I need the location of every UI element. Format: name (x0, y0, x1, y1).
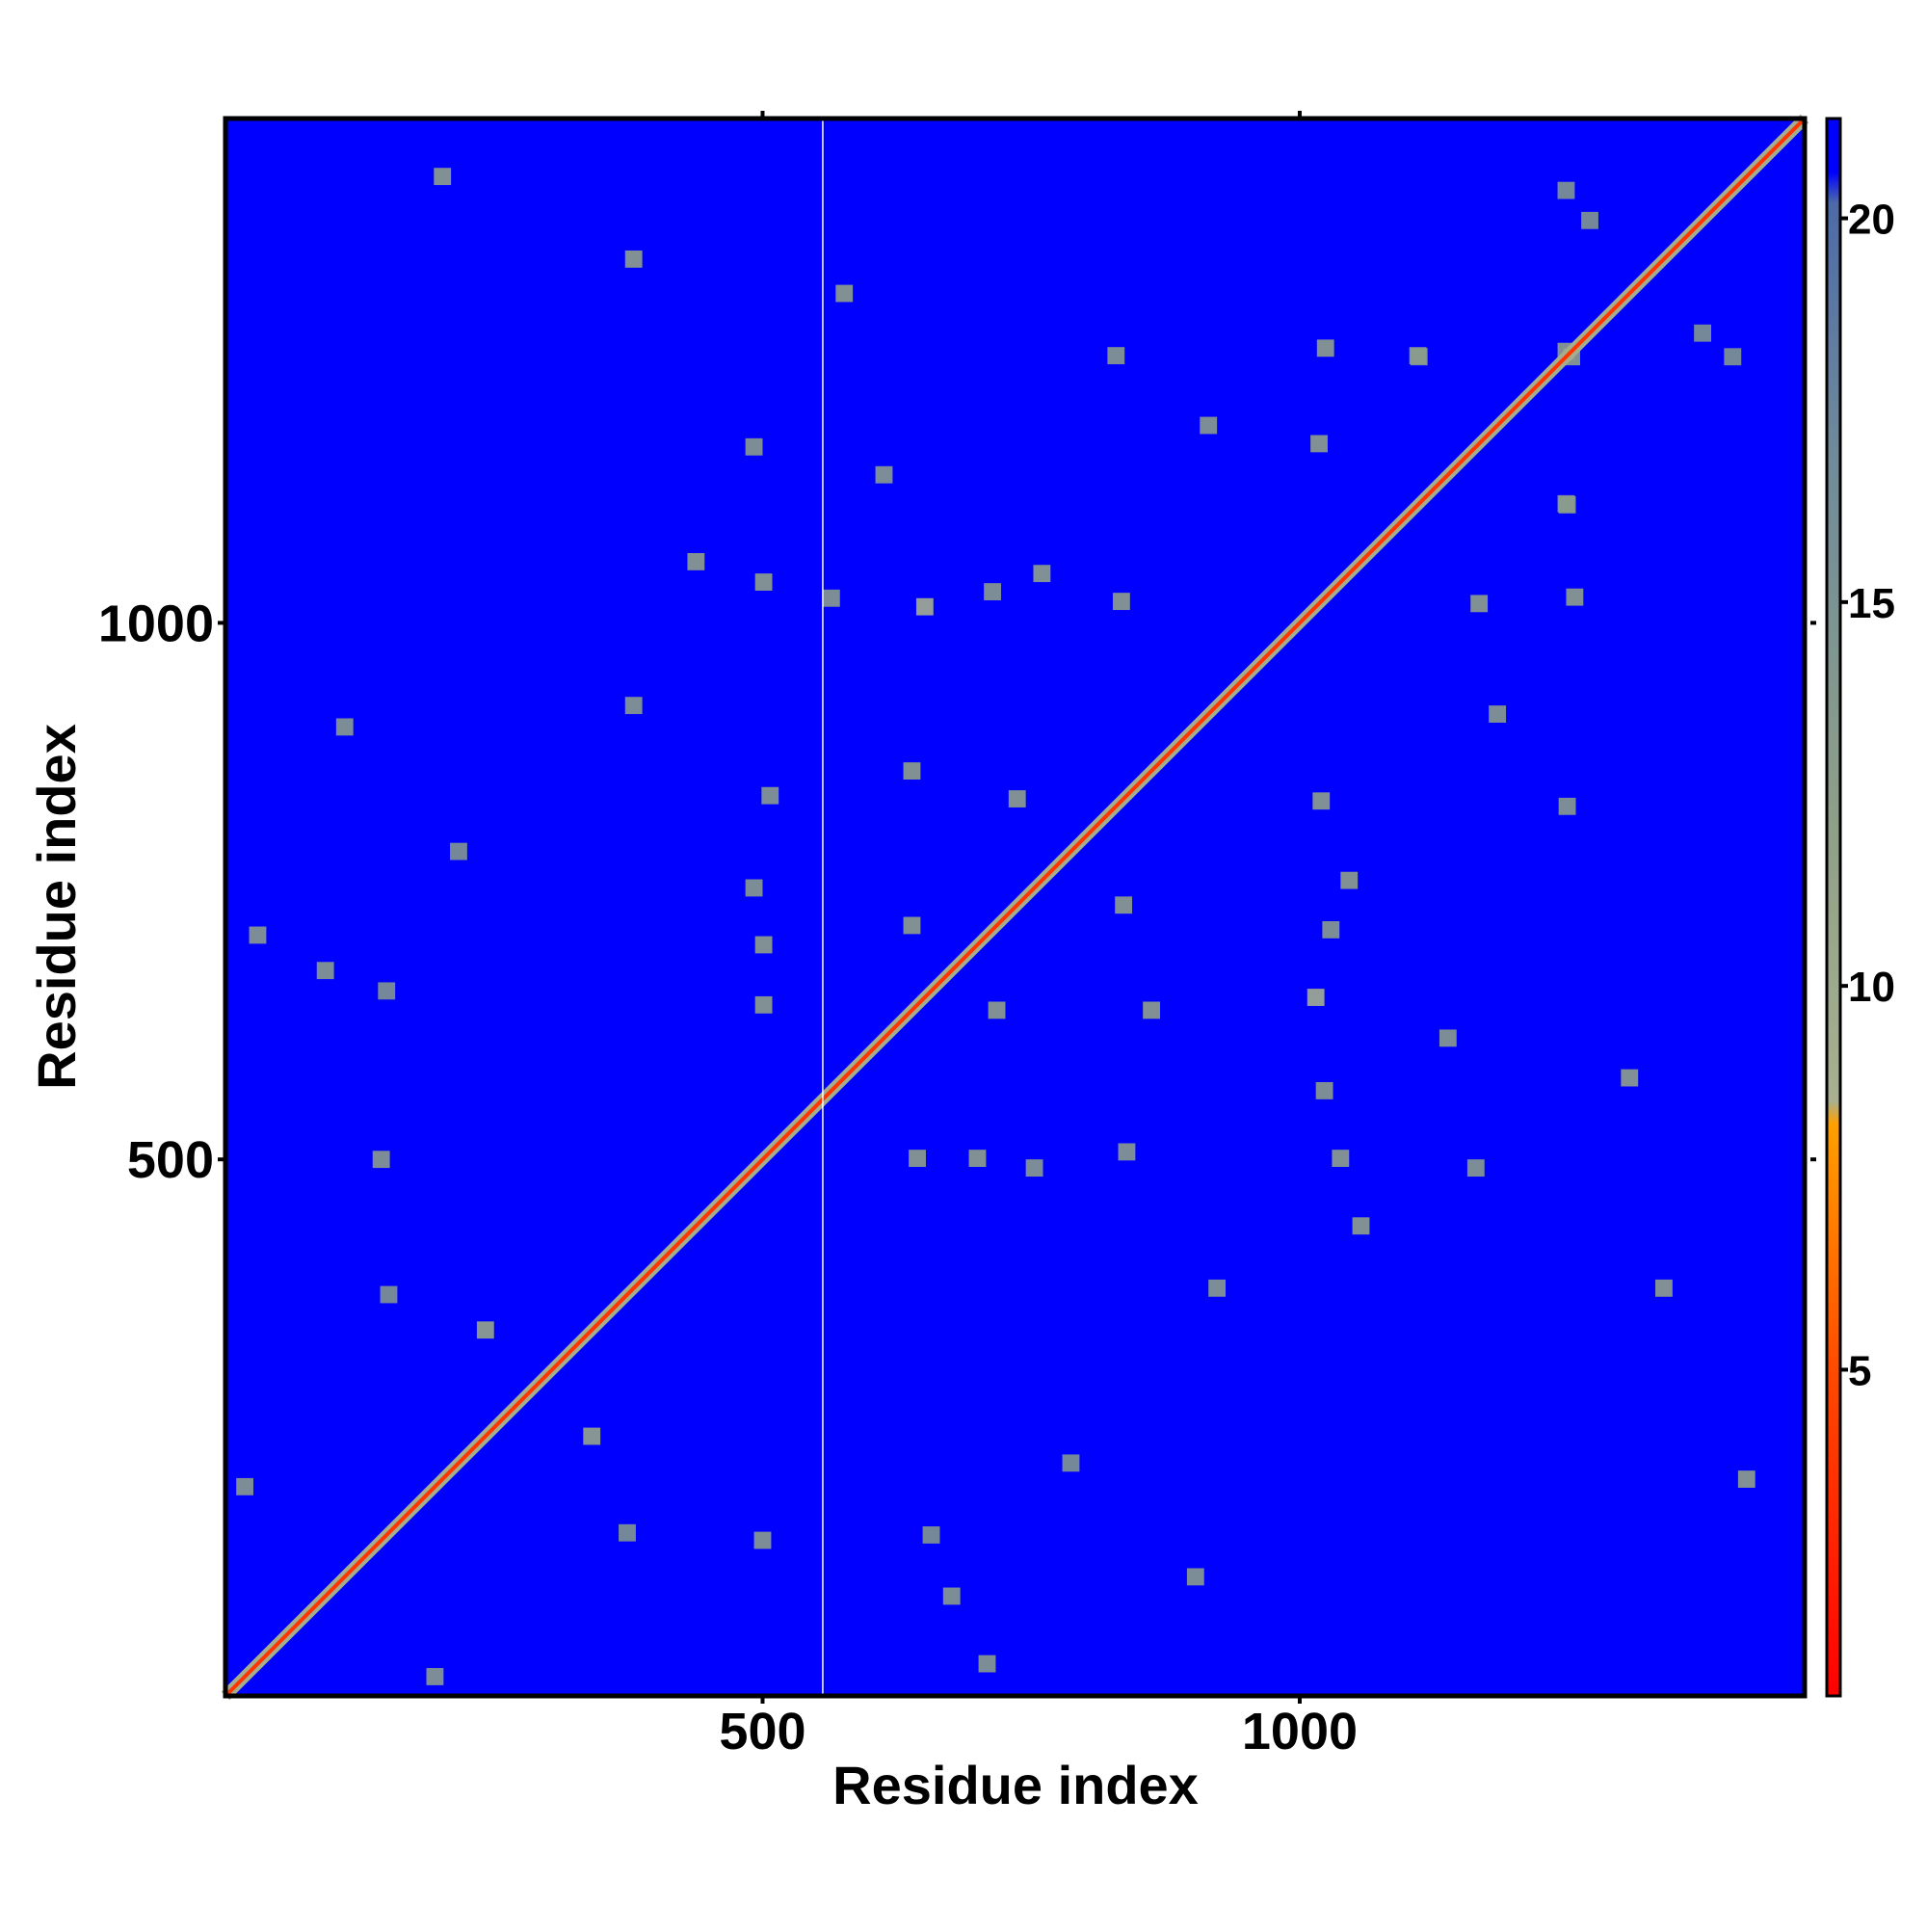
contact-cell (1316, 339, 1334, 357)
contact-cell (583, 1427, 601, 1445)
contact-cell (942, 1587, 961, 1605)
contact-cell (1410, 348, 1428, 366)
contact-cell (1489, 705, 1507, 723)
contact-cell (1332, 1150, 1350, 1168)
diagonal (224, 117, 1807, 1698)
contact-cell (1737, 1470, 1755, 1488)
contact-cell (624, 250, 643, 268)
contact-cell (968, 1150, 987, 1168)
contact-cell (1470, 595, 1489, 613)
contact-cell (754, 573, 773, 591)
contact-cell (1581, 211, 1598, 229)
contact-cell (745, 437, 763, 456)
contact-cell (1310, 435, 1328, 453)
colorbar-tick-label: 20 (1848, 197, 1895, 244)
contact-cell (624, 697, 643, 715)
contact-cell (1025, 1159, 1043, 1178)
contact-cell (372, 1151, 390, 1169)
contact-cell (1439, 1029, 1457, 1047)
contact-cell (909, 1150, 926, 1168)
y-tick-label: 500 (127, 1131, 214, 1189)
contact-cell (335, 718, 354, 736)
contact-cell (1340, 871, 1359, 889)
y-tick-label: 1000 (98, 595, 214, 652)
contact-cell (1466, 1159, 1485, 1178)
contact-cell (1118, 1143, 1136, 1161)
contact-cell (1352, 1217, 1370, 1235)
plot-frame (223, 116, 1808, 1699)
contact-cell (1200, 416, 1218, 435)
x-tick-label: 1000 (1242, 1703, 1358, 1760)
contact-cell (1724, 348, 1742, 366)
contact-cell (1315, 1082, 1333, 1099)
contact-cell (1062, 1454, 1080, 1472)
contact-cell (1186, 1568, 1204, 1586)
contact-cell (619, 1523, 636, 1542)
contact-cell (754, 936, 773, 954)
contact-cell (903, 916, 921, 935)
contact-cell (1107, 347, 1125, 365)
contact-cell (1558, 797, 1576, 815)
contact-cell (1621, 1069, 1639, 1087)
contact-cell (1115, 896, 1133, 914)
contact-cell (1143, 1001, 1161, 1019)
contact-cell (915, 597, 934, 616)
contact-cell (984, 583, 1002, 601)
contact-cell (754, 995, 773, 1014)
contact-cell (745, 879, 763, 897)
y-axis-label: Residue index (26, 724, 87, 1090)
contact-cell (687, 552, 705, 570)
contact-cell (1655, 1279, 1673, 1297)
contact-cell (426, 1668, 444, 1685)
contact-cell (1208, 1279, 1227, 1297)
contact-cell (835, 284, 854, 303)
colorbar (1825, 117, 1842, 1698)
contact-cell (1557, 181, 1575, 199)
contact-cell (875, 465, 893, 484)
colorbar-tick-label: 10 (1848, 964, 1895, 1011)
x-axis-label: Residue index (832, 1755, 1199, 1815)
colorbar-tick-label: 15 (1848, 580, 1895, 627)
contact-cell (978, 1654, 996, 1673)
contact-cell (761, 786, 779, 805)
contact-cell (753, 1531, 772, 1549)
contact-cell (434, 168, 452, 186)
contact-cell (249, 926, 267, 944)
contact-cell (922, 1526, 940, 1544)
contact-cell (450, 842, 467, 860)
contact-cell (822, 589, 840, 607)
contact-cell (903, 762, 921, 780)
contact-cell (316, 962, 334, 980)
contact-cell (1033, 565, 1051, 583)
colorbar-tick-label: 5 (1848, 1347, 1871, 1394)
x-tick-label: 500 (719, 1703, 805, 1760)
contact-cell (1307, 989, 1325, 1006)
contact-cell (988, 1001, 1006, 1019)
contact-cell (1008, 790, 1026, 807)
contact-cell (1694, 324, 1711, 342)
contact-cell (1566, 588, 1584, 606)
contact-cell (476, 1321, 494, 1339)
contact-cell (1312, 792, 1331, 810)
contact-cell (380, 1285, 398, 1304)
contact-cell (378, 982, 396, 1000)
contact-cell (236, 1477, 253, 1495)
contact-cell (1112, 593, 1130, 611)
contact-cell (1322, 920, 1340, 939)
contact-cell (1557, 494, 1575, 513)
